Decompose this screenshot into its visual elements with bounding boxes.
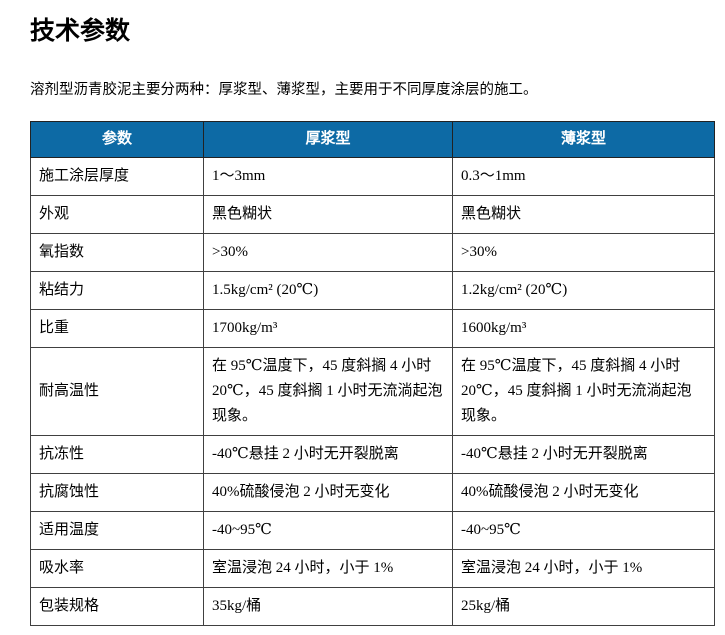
thick-value-cell: 1～3mm (203, 157, 453, 196)
param-cell: 施工涂层厚度 (30, 157, 204, 196)
table-row: 吸水率 室温浸泡 24 小时，小于 1% 室温浸泡 24 小时，小于 1% (30, 549, 715, 588)
thick-value-cell: 1700kg/m³ (203, 309, 453, 348)
page-title: 技术参数 (30, 17, 131, 45)
table-row: 抗冻性 -40℃悬挂 2 小时无开裂脱离 -40℃悬挂 2 小时无开裂脱离 (30, 435, 715, 474)
param-cell: 抗冻性 (30, 435, 204, 474)
table-row: 适用温度 -40~95℃ -40~95℃ (30, 511, 715, 550)
param-cell: 抗腐蚀性 (30, 473, 204, 512)
param-cell: 适用温度 (30, 511, 204, 550)
thick-value-cell: 1.5kg/cm² (20℃) (203, 271, 453, 310)
intro-text: 溶剂型沥青胶泥主要分两种：厚浆型、薄浆型，主要用于不同厚度涂层的施工。 (30, 82, 538, 98)
thin-value-cell: 1.2kg/cm² (20℃) (452, 271, 715, 310)
table-row: 耐高温性 在 95℃温度下，45 度斜搁 4 小时 20℃，45 度斜搁 1 小… (30, 347, 715, 436)
thin-value-cell: -40℃悬挂 2 小时无开裂脱离 (452, 435, 715, 474)
param-cell: 外观 (30, 195, 204, 234)
thick-value-cell: 室温浸泡 24 小时，小于 1% (203, 549, 453, 588)
thick-value-cell: 在 95℃温度下，45 度斜搁 4 小时 20℃，45 度斜搁 1 小时无流淌起… (203, 347, 453, 436)
thin-value-cell: 室温浸泡 24 小时，小于 1% (452, 549, 715, 588)
thick-value-cell: 黑色糊状 (203, 195, 453, 234)
thick-value-cell: >30% (203, 233, 453, 272)
table-row: 外观 黑色糊状 黑色糊状 (30, 195, 715, 234)
thin-value-cell: 0.3～1mm (452, 157, 715, 196)
thin-value-cell: -40~95℃ (452, 511, 715, 550)
table-row: 施工涂层厚度 1～3mm 0.3～1mm (30, 157, 715, 196)
thin-value-cell: 40%硫酸侵泡 2 小时无变化 (452, 473, 715, 512)
param-cell: 比重 (30, 309, 204, 348)
table-row: 比重 1700kg/m³ 1600kg/m³ (30, 309, 715, 348)
table-row: 包装规格 35kg/桶 25kg/桶 (30, 587, 715, 626)
table-row: 抗腐蚀性 40%硫酸侵泡 2 小时无变化 40%硫酸侵泡 2 小时无变化 (30, 473, 715, 512)
thin-value-cell: >30% (452, 233, 715, 272)
param-cell: 吸水率 (30, 549, 204, 588)
param-cell: 粘结力 (30, 271, 204, 310)
column-header-param: 参数 (30, 121, 204, 158)
thin-value-cell: 1600kg/m³ (452, 309, 715, 348)
table-row: 粘结力 1.5kg/cm² (20℃) 1.2kg/cm² (20℃) (30, 271, 715, 310)
table-row: 氧指数 >30% >30% (30, 233, 715, 272)
thin-value-cell: 在 95℃温度下，45 度斜搁 4 小时 20℃，45 度斜搁 1 小时无流淌起… (452, 347, 715, 436)
param-cell: 耐高温性 (30, 347, 204, 436)
thick-value-cell: -40~95℃ (203, 511, 453, 550)
spec-table-header: 参数 厚浆型 薄浆型 (30, 121, 715, 158)
param-cell: 氧指数 (30, 233, 204, 272)
header-row: 参数 厚浆型 薄浆型 (30, 121, 715, 158)
thin-value-cell: 25kg/桶 (452, 587, 715, 626)
thick-value-cell: 35kg/桶 (203, 587, 453, 626)
thin-value-cell: 黑色糊状 (452, 195, 715, 234)
thick-value-cell: 40%硫酸侵泡 2 小时无变化 (203, 473, 453, 512)
spec-table-body: 施工涂层厚度 1～3mm 0.3～1mm 外观 黑色糊状 黑色糊状 氧指数 >3… (30, 157, 715, 626)
column-header-thin-type: 薄浆型 (452, 121, 715, 158)
spec-table: 参数 厚浆型 薄浆型 施工涂层厚度 1～3mm 0.3～1mm 外观 黑色糊状 … (30, 121, 715, 626)
param-cell: 包装规格 (30, 587, 204, 626)
column-header-thick-type: 厚浆型 (203, 121, 453, 158)
thick-value-cell: -40℃悬挂 2 小时无开裂脱离 (203, 435, 453, 474)
